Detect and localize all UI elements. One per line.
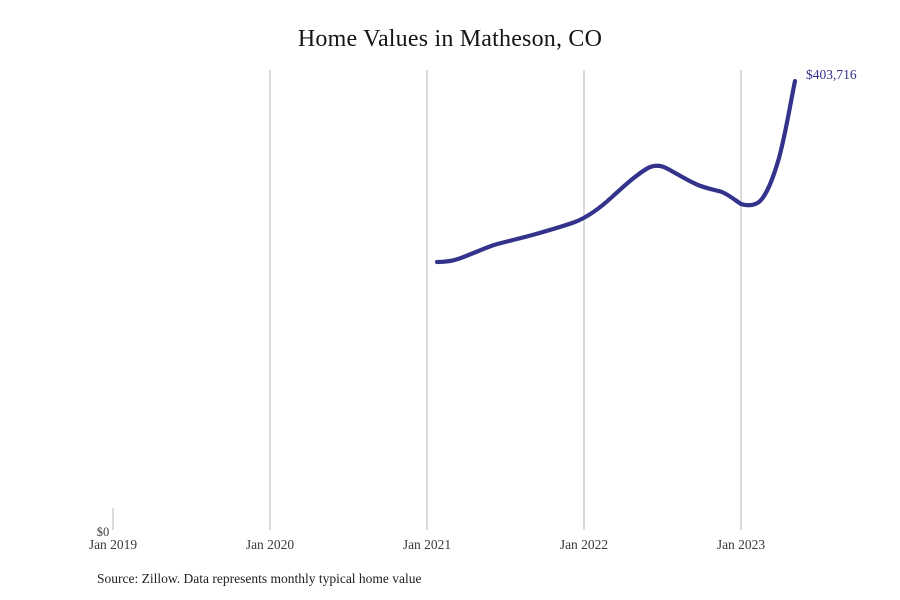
series-end-value-label: $403,716 (806, 67, 857, 82)
chart-title: Home Values in Matheson, CO (297, 26, 603, 52)
x-tick-label-jan-2021: Jan 2021 (402, 537, 452, 552)
gridlines (269, 70, 742, 530)
source-note: Source: Zillow. Data represents monthly … (97, 571, 422, 586)
x-tick-label-jan-2019: Jan 2019 (88, 537, 138, 552)
x-tick-label-jan-2020: Jan 2020 (245, 537, 295, 552)
x-tick-label-jan-2022: Jan 2022 (559, 537, 609, 552)
data-series-line (434, 78, 798, 265)
y-axis-zero-label: $0 (96, 525, 110, 539)
x-tick-label-jan-2023: Jan 2023 (716, 537, 766, 552)
